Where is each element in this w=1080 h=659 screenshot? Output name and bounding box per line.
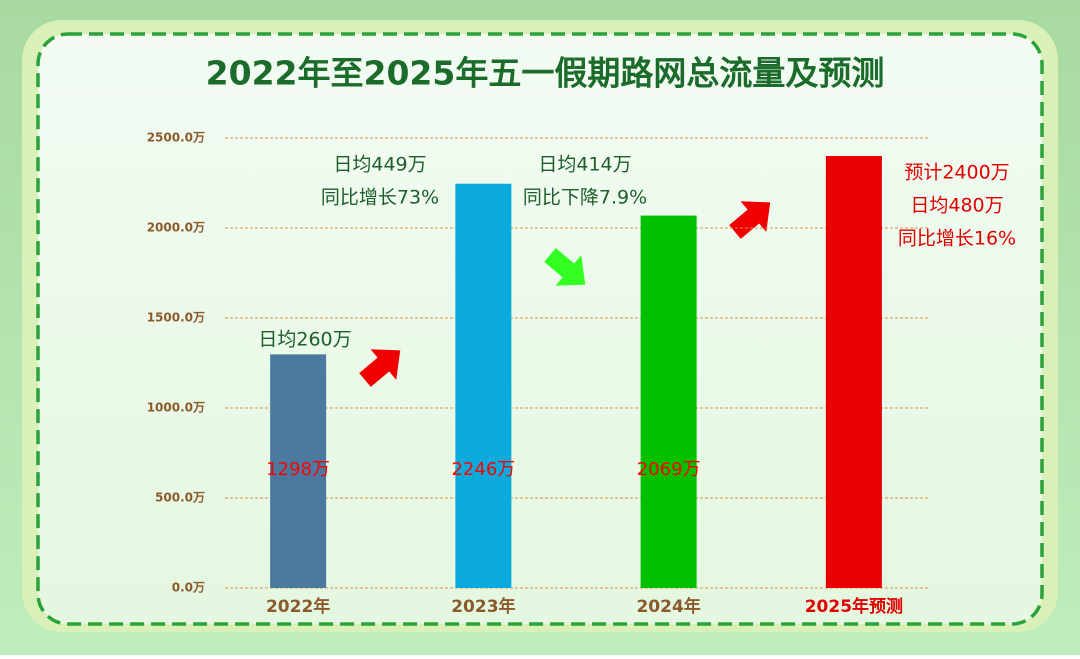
y-tick-label: 0.0万 xyxy=(172,581,205,595)
arrow xyxy=(729,201,771,239)
annotation: 日均480万 xyxy=(910,195,1003,217)
annotation: 同比增长73% xyxy=(321,187,439,209)
bar xyxy=(825,156,882,588)
annotation: 日均414万 xyxy=(538,154,631,176)
value-label: 1298万 xyxy=(266,459,330,480)
y-tick-label: 1000.0万 xyxy=(147,401,205,415)
bar xyxy=(455,183,512,588)
annotation: 日均449万 xyxy=(333,154,426,176)
annotation: 日均260万 xyxy=(258,329,351,351)
y-tick-label: 1500.0万 xyxy=(147,311,205,325)
bar xyxy=(640,215,697,588)
y-tick-label: 2000.0万 xyxy=(147,221,205,235)
x-tick-label: 2024年 xyxy=(636,596,700,617)
arrow xyxy=(359,349,401,387)
y-tick-label: 2500.0万 xyxy=(147,131,205,145)
bar xyxy=(270,354,327,588)
annotation: 预计2400万 xyxy=(904,162,1009,184)
annotation: 同比增长16% xyxy=(898,228,1016,250)
panel xyxy=(36,32,1044,626)
x-tick-label: 2023年 xyxy=(451,596,515,617)
y-tick-label: 500.0万 xyxy=(155,491,205,505)
annotation: 同比下降7.9% xyxy=(523,187,647,209)
arrow xyxy=(544,248,586,286)
x-tick-label: 2025年预测 xyxy=(805,596,903,617)
x-tick-label: 2022年 xyxy=(266,596,330,617)
value-label: 2069万 xyxy=(637,459,701,480)
chart-title: 2022年至2025年五一假期路网总流量及预测 xyxy=(206,54,885,93)
value-label: 2246万 xyxy=(451,459,515,480)
